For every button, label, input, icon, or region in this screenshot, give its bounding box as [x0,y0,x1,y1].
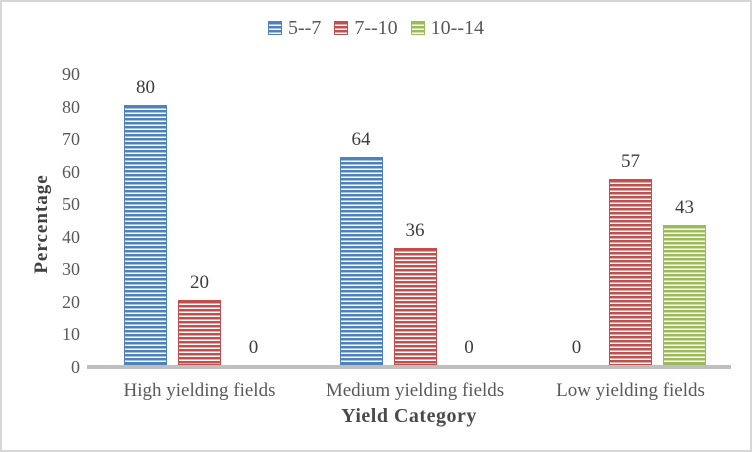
legend-color-swatch-icon [334,21,349,35]
legend-item: 5--7 [268,18,321,38]
bar [609,179,652,365]
y-axis-tick-label: 50 [62,194,80,215]
y-axis-tick-label: 70 [62,129,80,150]
bar-value-label: 0 [464,337,474,358]
y-axis-tick-label: 10 [62,324,80,345]
y-axis-tick-label: 40 [62,226,80,247]
bar [124,105,167,365]
bar-value-label: 57 [621,151,640,172]
legend-label: 5--7 [288,17,322,39]
bar-value-label: 0 [571,337,582,358]
y-axis-tick-label: 20 [62,291,80,312]
x-axis-line [87,365,731,369]
legend-label: 10--14 [430,17,484,39]
bar-value-label: 80 [136,77,155,98]
legend-color-swatch-icon [410,21,425,35]
bar-value-label: 0 [248,337,259,358]
bar-value-label: 43 [675,197,694,218]
x-axis-category-label: High yielding fields [123,380,276,401]
bar-value-label: 20 [190,272,209,293]
bar [663,225,706,365]
legend-label: 7--10 [354,17,398,39]
y-axis-tick-label: 80 [62,96,80,117]
x-axis-category-label: Low yielding fields [556,380,705,401]
bar [339,157,383,365]
bar [178,300,221,365]
bar-value-label: 64 [351,129,371,150]
bar [393,248,437,365]
y-axis-tick-label: 90 [62,63,80,84]
y-axis-tick-label: 0 [71,357,80,377]
bar-value-label: 36 [405,220,425,241]
x-axis-category-label: Medium yielding fields [325,380,505,401]
y-axis-tick-label: 60 [62,161,80,182]
y-axis-tick-label: 30 [62,259,80,280]
legend-color-swatch-icon [268,21,282,35]
x-axis-title: Yield Category [341,405,477,427]
chart-legend: 5--7 7--10 10--14 [2,18,750,38]
legend-item: 7--10 [334,17,398,39]
legend-item: 10--14 [410,17,484,39]
